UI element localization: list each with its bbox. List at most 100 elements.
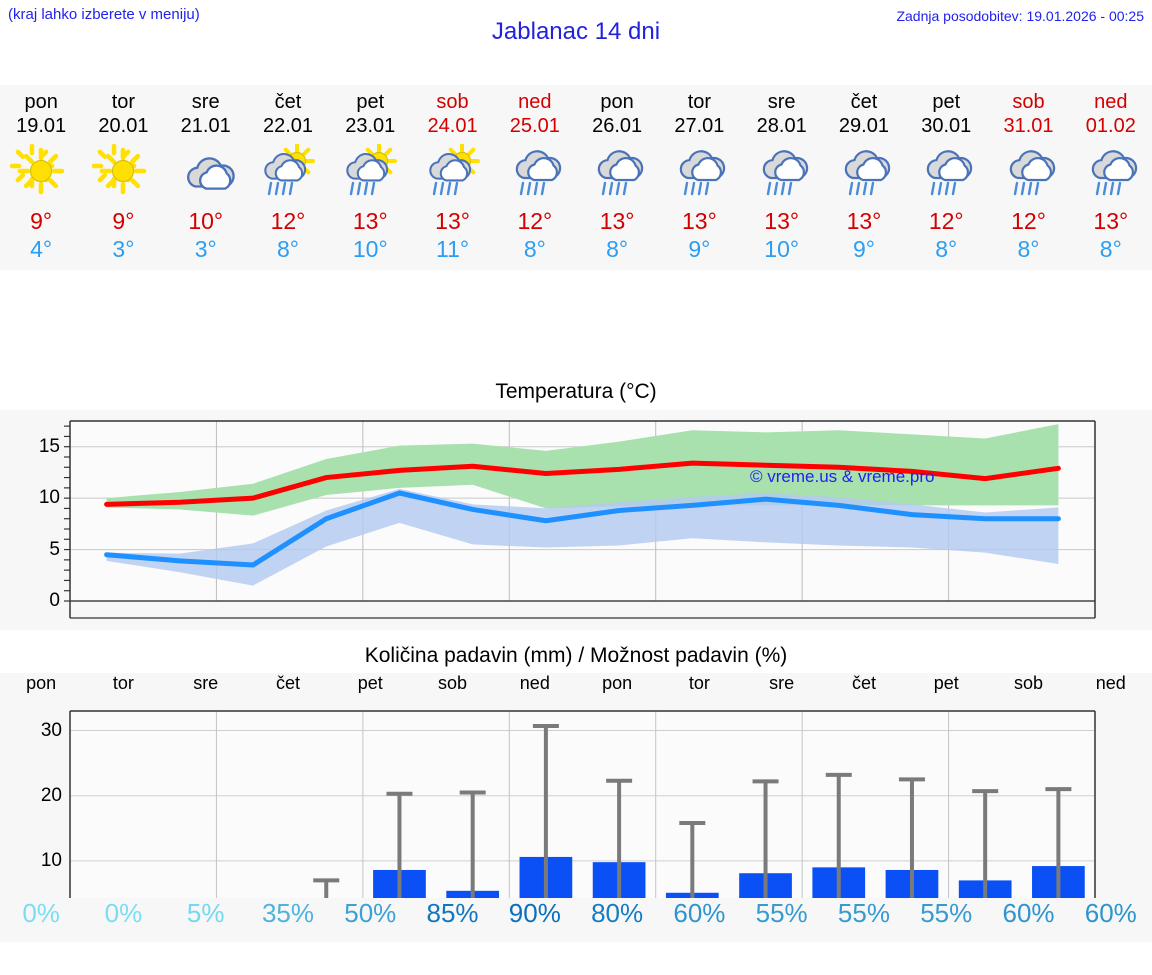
day-of-week: pet xyxy=(932,91,961,113)
temp-max: 13° xyxy=(846,208,882,234)
day-column-13[interactable]: ned 01.02 13° 8° xyxy=(1070,85,1152,270)
temp-max: 12° xyxy=(1011,208,1046,234)
day-of-week: sre xyxy=(767,91,796,113)
day-column-9[interactable]: sre 28.01 13° 10° xyxy=(741,85,823,270)
day-of-week: tor xyxy=(687,91,712,113)
cloud-icon xyxy=(170,142,242,204)
day-date: 25.01 xyxy=(509,115,560,137)
precipitation-day-label-6: ned xyxy=(519,673,550,693)
precipitation-day-label-12: sob xyxy=(1014,673,1044,693)
day-column-7[interactable]: pon 26.01 13° 8° xyxy=(576,85,658,270)
precipitation-day-label-7: pon xyxy=(602,673,633,693)
daily-forecast-strip: pon 19.01 9° 4° tor 20.01 9° 3° sre 21.01 10° 3°… xyxy=(0,85,1152,270)
day-date: 22.01 xyxy=(262,115,314,137)
day-date: 27.01 xyxy=(674,115,725,137)
temp-max: 13° xyxy=(352,208,388,234)
temp-max: 9° xyxy=(30,208,53,234)
precipitation-chart-section: Količina padavin (mm) / Možnost padavin … xyxy=(0,640,1152,975)
temp-min: 3° xyxy=(194,236,217,262)
day-date: 26.01 xyxy=(592,115,643,137)
top-bar: (kraj lahko izberete v meniju) Jablanac … xyxy=(0,0,1152,70)
precipitation-chart-title: Količina padavin (mm) / Možnost padavin … xyxy=(364,644,788,667)
temperature-chart-title: Temperatura (°C) xyxy=(495,380,657,403)
temp-max: 12° xyxy=(517,208,553,234)
precipitation-day-label-8: tor xyxy=(688,673,710,693)
sun-cloud-rain-icon xyxy=(334,142,406,204)
day-of-week: ned xyxy=(1094,91,1128,113)
day-date: 29.01 xyxy=(838,115,889,137)
cloud-rain-icon xyxy=(499,142,571,204)
temp-max: 13° xyxy=(599,208,635,234)
day-date: 01.02 xyxy=(1085,115,1136,137)
temperature-y-tick: 5 xyxy=(49,538,60,560)
day-of-week: čet xyxy=(274,91,302,113)
precipitation-probability-2: 5% xyxy=(186,898,225,928)
temp-max: 13° xyxy=(682,208,717,234)
precipitation-day-label-3: čet xyxy=(275,673,300,693)
day-date: 21.01 xyxy=(180,115,231,137)
day-column-5[interactable]: sob 24.01 13° 11° xyxy=(411,85,493,270)
cloud-rain-icon xyxy=(993,142,1065,204)
precipitation-y-tick: 30 xyxy=(40,719,62,741)
temp-max: 9° xyxy=(112,208,135,234)
precipitation-probability-9: 55% xyxy=(755,898,808,928)
day-column-12[interactable]: sob 31.01 12° 8° xyxy=(987,85,1069,270)
precipitation-day-label-11: pet xyxy=(933,673,959,693)
day-date: 31.01 xyxy=(1003,115,1054,137)
precipitation-y-tick: 10 xyxy=(40,849,62,871)
day-column-2[interactable]: sre 21.01 10° 3° xyxy=(165,85,247,270)
temp-max: 12° xyxy=(928,208,964,234)
precipitation-probability-4: 50% xyxy=(344,898,397,928)
precipitation-probability-10: 55% xyxy=(837,898,890,928)
day-of-week: ned xyxy=(518,91,552,113)
day-column-4[interactable]: pet 23.01 13° 10° xyxy=(329,85,411,270)
temperature-plot-svg xyxy=(64,420,1096,619)
precipitation-day-label-0: pon xyxy=(26,673,57,693)
day-of-week: sob xyxy=(436,91,469,113)
temp-min: 8° xyxy=(523,236,546,262)
temp-min: 9° xyxy=(688,236,711,262)
day-column-0[interactable]: pon 19.01 9° 4° xyxy=(0,85,82,270)
temp-min: 8° xyxy=(1099,236,1122,262)
day-date: 30.01 xyxy=(921,115,972,137)
day-column-3[interactable]: čet 22.01 12° 8° xyxy=(247,85,329,270)
temp-max: 13° xyxy=(435,208,470,234)
cloud-rain-icon xyxy=(663,142,735,204)
precipitation-y-tick: 20 xyxy=(40,784,62,806)
precipitation-day-label-10: čet xyxy=(851,673,876,693)
watermark: © vreme.us & vreme.pro xyxy=(750,467,935,486)
day-column-8[interactable]: tor 27.01 13° 9° xyxy=(658,85,740,270)
precipitation-day-label-5: sob xyxy=(438,673,468,693)
day-of-week: pon xyxy=(24,91,58,113)
day-of-week: sob xyxy=(1012,91,1045,113)
temp-min: 4° xyxy=(30,236,53,262)
precipitation-probability-3: 35% xyxy=(261,898,314,928)
temp-min: 10° xyxy=(764,236,800,262)
day-date: 20.01 xyxy=(98,115,149,137)
last-update: Zadnja posodobitev: 19.01.2026 - 00:25 xyxy=(896,8,1144,24)
day-of-week: tor xyxy=(111,91,136,113)
precipitation-day-label-13: ned xyxy=(1095,673,1126,693)
cloud-rain-icon xyxy=(581,142,653,204)
day-column-11[interactable]: pet 30.01 12° 8° xyxy=(905,85,987,270)
precipitation-probability-8: 60% xyxy=(673,898,726,928)
precipitation-plot-svg xyxy=(69,710,1096,927)
day-date: 19.01 xyxy=(16,115,67,137)
precipitation-probability-row: 0% 0% 5% 35% 50% 85% 90% 80% 60% 55% 55% 55% 60% 60% xyxy=(0,898,1152,942)
temp-max: 10° xyxy=(188,208,224,234)
page-title: Jablanac 14 dni xyxy=(491,18,661,45)
precipitation-probability-7: 80% xyxy=(591,898,644,928)
menu-hint: (kraj lahko izberete v meniju) xyxy=(8,6,200,23)
sun-icon xyxy=(5,142,77,204)
day-column-10[interactable]: čet 29.01 13° 9° xyxy=(823,85,905,270)
precipitation-probability-1: 0% xyxy=(104,898,143,928)
temp-min: 9° xyxy=(852,236,875,262)
day-column-1[interactable]: tor 20.01 9° 3° xyxy=(82,85,164,270)
day-of-week: čet xyxy=(850,91,878,113)
temp-max: 13° xyxy=(764,208,800,234)
day-column-6[interactable]: ned 25.01 12° 8° xyxy=(494,85,576,270)
precipitation-probability-11: 55% xyxy=(920,898,973,928)
temp-min: 3° xyxy=(112,236,135,262)
temp-min: 8° xyxy=(606,236,629,262)
cloud-rain-icon xyxy=(1075,142,1147,204)
